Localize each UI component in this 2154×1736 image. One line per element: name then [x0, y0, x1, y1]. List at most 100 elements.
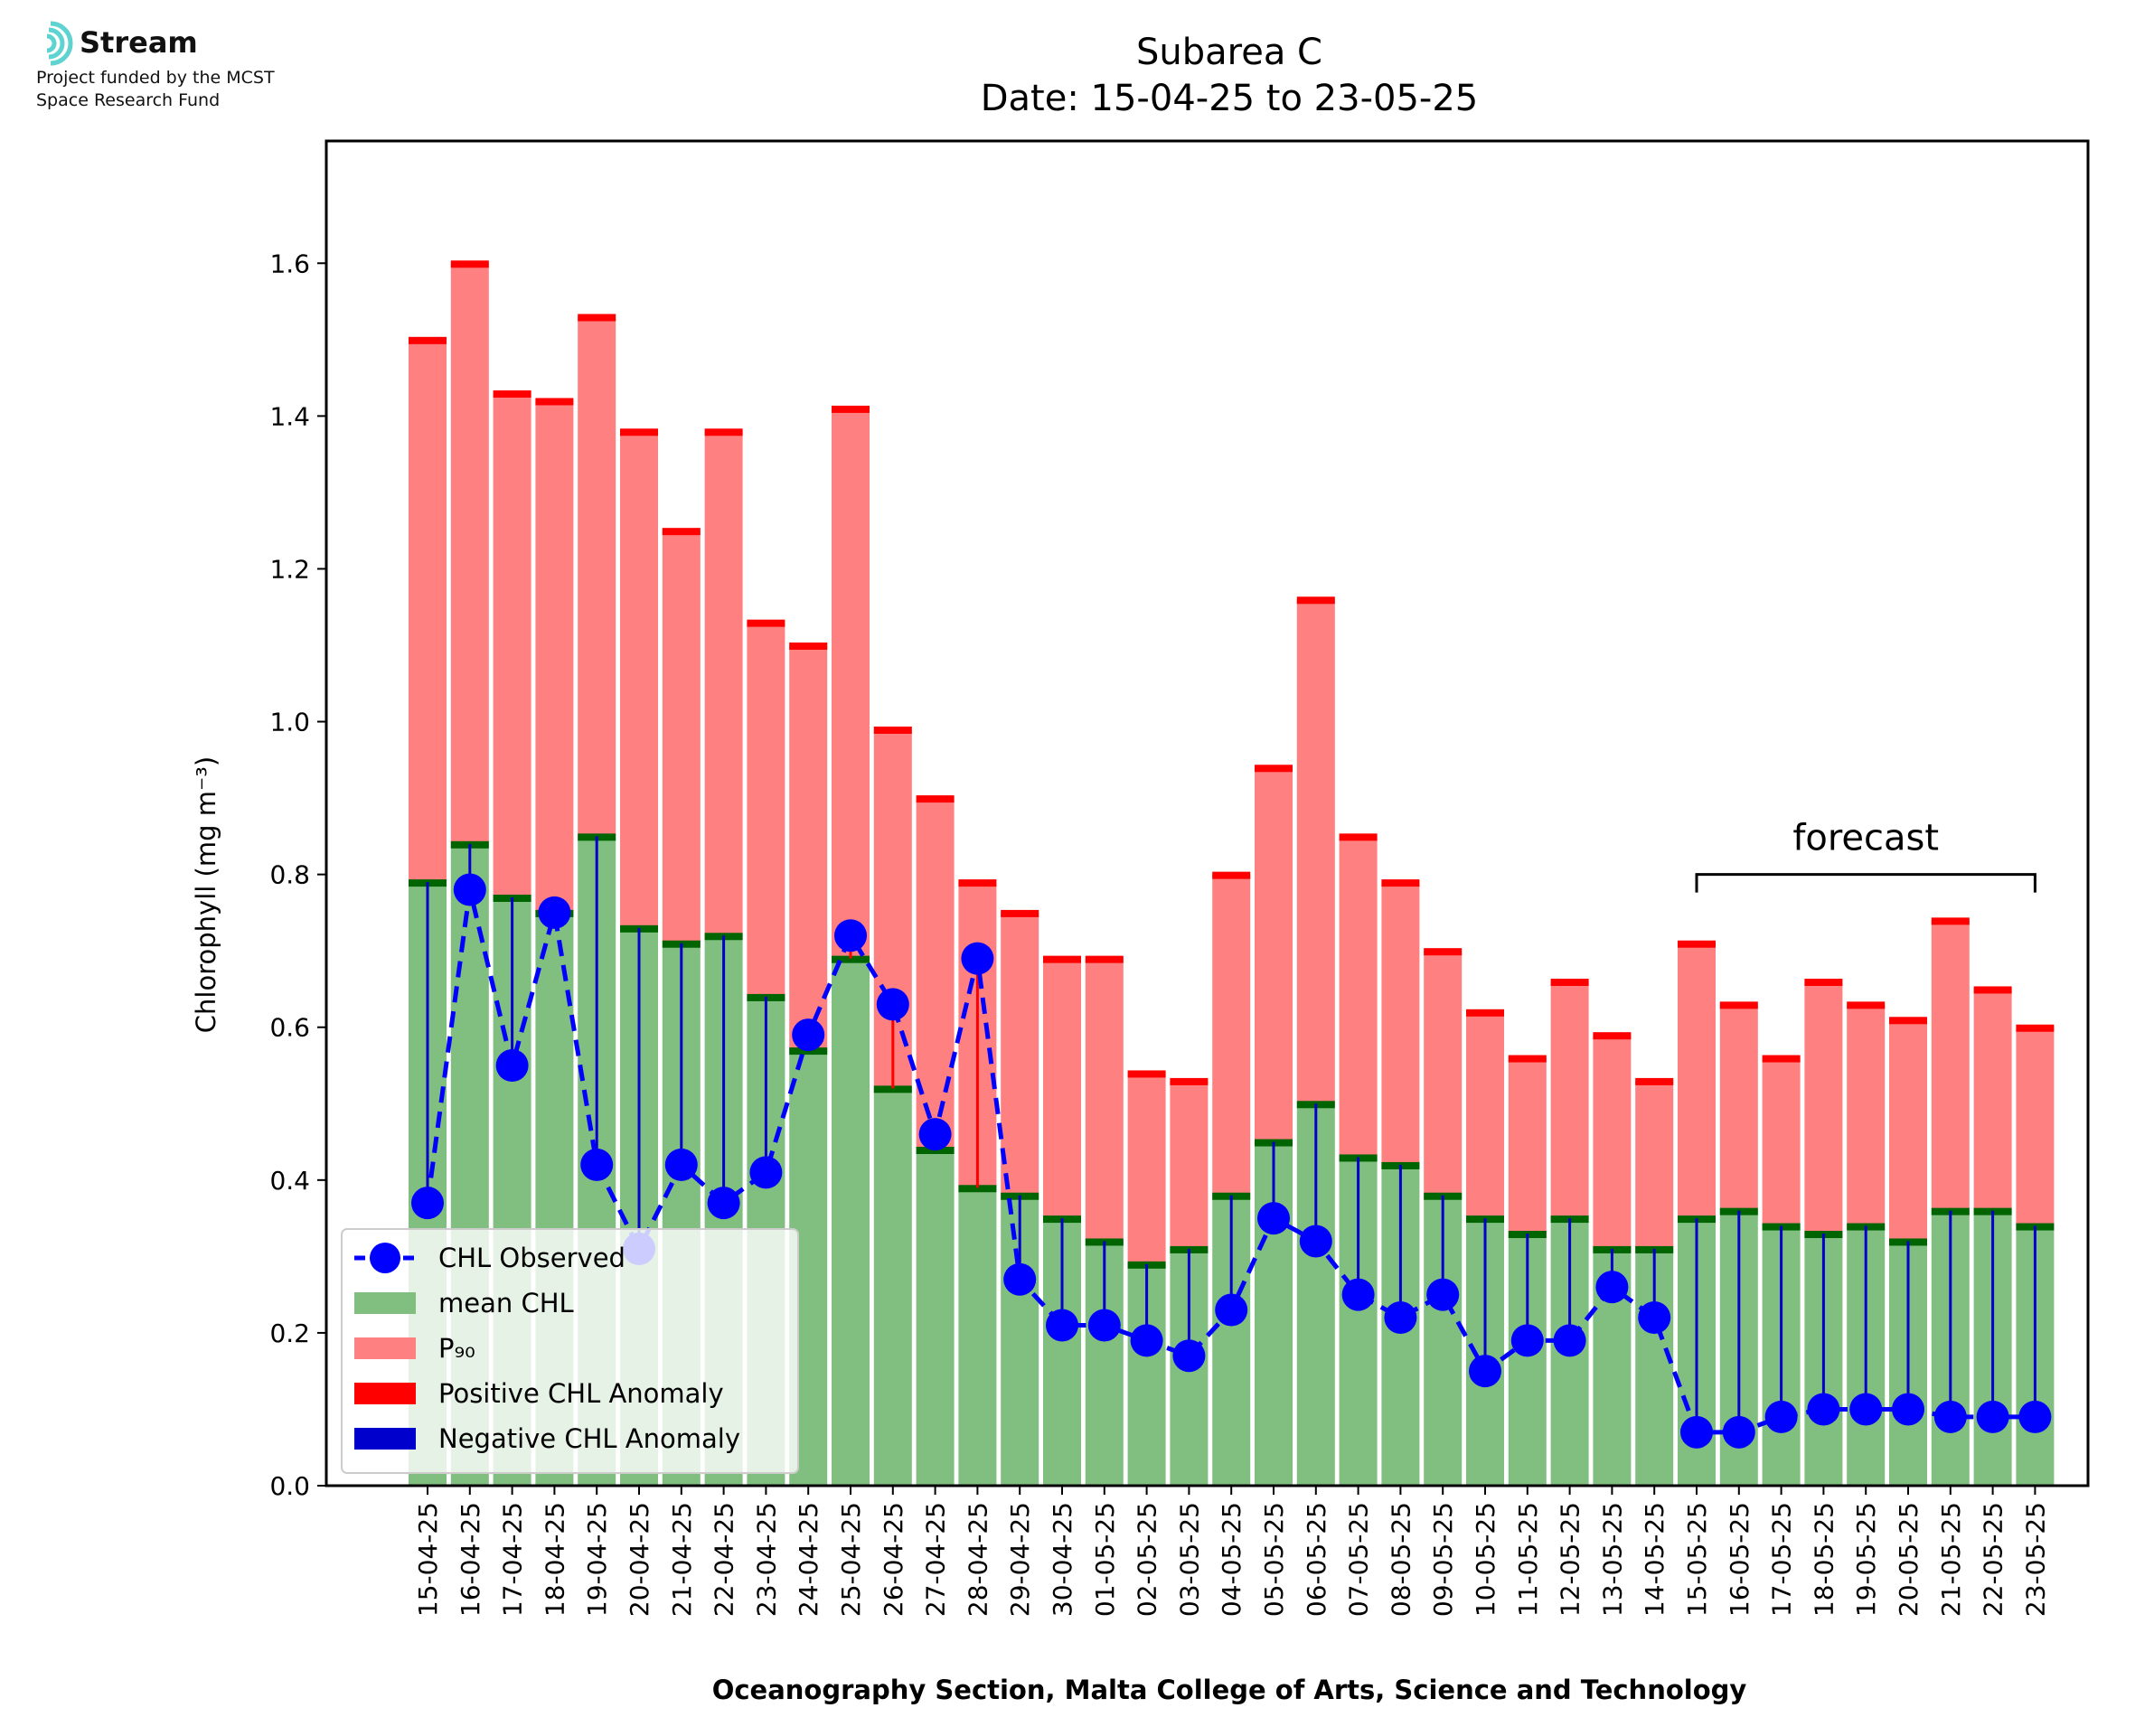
x-tick-label: 21-05-25 — [1936, 1502, 1966, 1617]
y-tick-label: 1.6 — [269, 249, 310, 278]
p90-bar — [1762, 1057, 1801, 1226]
x-tick-label: 13-05-25 — [1597, 1502, 1627, 1617]
observed-point — [1680, 1415, 1713, 1449]
p90-bar — [1170, 1080, 1209, 1249]
p90-cap — [1593, 1032, 1632, 1040]
x-tick-label: 26-04-25 — [879, 1502, 908, 1617]
x-tick-label: 09-05-25 — [1428, 1502, 1458, 1617]
x-tick-label: 22-05-25 — [1979, 1502, 2008, 1617]
observed-point — [1807, 1393, 1840, 1426]
legend-label: Positive CHL Anomaly — [438, 1378, 724, 1409]
legend-label: CHL Observed — [438, 1243, 626, 1273]
p90-bar — [1804, 981, 1843, 1234]
observed-point — [792, 1018, 825, 1052]
observed-point — [749, 1156, 783, 1189]
observed-point — [876, 988, 909, 1021]
p90-cap — [1212, 871, 1251, 879]
chart-title: Subarea C — [1136, 32, 1322, 73]
p90-cap — [450, 260, 489, 268]
p90-cap — [1847, 1001, 1886, 1009]
x-tick-label: 20-04-25 — [625, 1502, 654, 1617]
x-tick-label: 23-04-25 — [751, 1502, 781, 1617]
x-tick-label: 02-05-25 — [1133, 1502, 1162, 1617]
observed-point — [1553, 1324, 1586, 1357]
observed-point — [495, 1049, 529, 1082]
logo-line2: Space Research Fund — [36, 90, 220, 110]
logo-arc — [48, 27, 65, 60]
mean-chl-bar — [958, 1187, 997, 1486]
p90-cap — [409, 336, 447, 344]
x-tick-label: 20-05-25 — [1894, 1502, 1924, 1617]
p90-bar — [1931, 920, 1970, 1211]
x-tick-label: 18-04-25 — [540, 1502, 569, 1617]
p90-bar — [450, 263, 489, 844]
observed-point — [1892, 1393, 1924, 1426]
legend-label: P₉₀ — [438, 1333, 475, 1364]
x-tick-label: 18-05-25 — [1809, 1502, 1839, 1617]
observed-point — [1257, 1202, 1290, 1235]
p90-cap — [704, 428, 743, 436]
p90-cap — [958, 879, 997, 887]
logo: Stream Project funded by the MCST Space … — [36, 21, 275, 110]
axes-frame — [325, 139, 2090, 1487]
p90-bar — [1212, 874, 1251, 1196]
observed-point — [1003, 1262, 1037, 1296]
x-tick-label: 17-05-25 — [1767, 1502, 1797, 1617]
p90-cap — [1719, 1001, 1758, 1009]
p90-bar — [1001, 912, 1039, 1196]
p90-bar — [1381, 882, 1420, 1165]
x-tick-label: 01-05-25 — [1090, 1502, 1120, 1617]
observed-point — [1087, 1309, 1121, 1342]
p90-cap — [578, 314, 616, 322]
p90-cap — [662, 528, 701, 536]
axes: 0.0 0.2 0.4 0.6 0.8 1.0 1.2 1.4 1.6 15-04-25 16-04… — [269, 139, 2090, 1617]
logo-arc — [46, 33, 57, 53]
p90-cap — [1001, 909, 1039, 917]
p90-bar — [1847, 1004, 1886, 1226]
p90-cap — [789, 643, 828, 650]
observed-point — [1172, 1339, 1206, 1373]
p90-cap — [1381, 879, 1420, 887]
mean-cap — [832, 955, 870, 963]
x-tick-label: 12-05-25 — [1556, 1502, 1585, 1617]
legend-label: Negative CHL Anomaly — [438, 1423, 740, 1454]
observed-point — [1976, 1400, 2009, 1433]
x-tick-label: 24-04-25 — [794, 1502, 823, 1617]
x-tick-label: 08-05-25 — [1386, 1502, 1416, 1617]
x-tick-label: 28-04-25 — [963, 1502, 992, 1617]
p90-bar — [1889, 1019, 1927, 1242]
chart-subtitle: Date: 15-04-25 to 23-05-25 — [981, 78, 1479, 119]
observed-point — [411, 1187, 444, 1220]
p90-bar — [1424, 951, 1463, 1196]
p90-bar — [789, 645, 828, 1051]
legend-swatch-mean — [354, 1292, 416, 1314]
p90-bar — [1593, 1035, 1632, 1249]
p90-bar — [1339, 836, 1378, 1158]
observed-point — [1384, 1301, 1417, 1334]
p90-bar — [493, 393, 531, 897]
p90-cap — [1466, 1009, 1504, 1017]
x-tick-label: 23-05-25 — [2020, 1502, 2050, 1617]
forecast-bracket — [1695, 873, 2036, 893]
p90-bar — [1466, 1011, 1504, 1219]
p90-cap — [1127, 1070, 1166, 1078]
p90-cap — [620, 428, 658, 436]
x-tick-label: 16-04-25 — [456, 1502, 485, 1617]
x-tick-label: 14-05-25 — [1640, 1502, 1670, 1617]
logo-name: Stream — [80, 25, 198, 60]
p90-cap — [1296, 596, 1335, 605]
observed-point — [664, 1148, 698, 1181]
x-tick-label: 15-04-25 — [413, 1502, 443, 1617]
observed-point — [834, 919, 867, 952]
x-tick-label: 27-04-25 — [921, 1502, 951, 1617]
x-tick-label: 21-04-25 — [667, 1502, 697, 1617]
legend-marker-observed — [370, 1243, 400, 1273]
p90-bar — [620, 431, 658, 928]
p90-cap — [1635, 1077, 1674, 1085]
x-tick-label: 07-05-25 — [1344, 1502, 1374, 1617]
p90-bar — [1635, 1080, 1674, 1249]
observed-point — [1426, 1278, 1460, 1311]
legend-swatch-p90 — [354, 1337, 416, 1359]
x-tick-label: 15-05-25 — [1682, 1502, 1712, 1617]
